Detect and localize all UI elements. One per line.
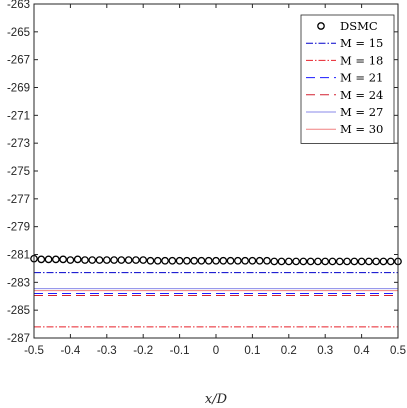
legend-label: M = 21 bbox=[340, 71, 383, 85]
legend-label: M = 30 bbox=[340, 122, 383, 136]
legend: DSMC M = 15 M = 18 M = 21 M = 24 M = 27 M = 30 bbox=[300, 14, 395, 144]
data-point bbox=[263, 256, 271, 265]
x-tick-label: 0.4 bbox=[354, 345, 371, 357]
x-tick-label: 0 bbox=[213, 345, 219, 357]
data-point bbox=[255, 256, 264, 265]
data-point bbox=[168, 256, 177, 265]
data-point bbox=[306, 257, 315, 266]
y-tick-label: -287 bbox=[7, 333, 30, 345]
x-tick-label: -0.3 bbox=[97, 345, 117, 357]
data-point bbox=[37, 255, 46, 264]
data-point bbox=[379, 257, 388, 266]
data-point bbox=[51, 255, 60, 264]
data-point bbox=[66, 256, 75, 264]
x-tick-label: -0.4 bbox=[60, 345, 80, 357]
data-point bbox=[102, 256, 111, 264]
data-point bbox=[350, 257, 359, 266]
y-tick-label: -265 bbox=[7, 27, 30, 39]
data-point bbox=[132, 256, 140, 264]
y-tick-label: -281 bbox=[7, 250, 30, 262]
data-point bbox=[277, 257, 286, 266]
legend-label: DSMC bbox=[340, 19, 378, 33]
legend-label: M = 18 bbox=[340, 53, 383, 67]
legend-box bbox=[300, 14, 395, 144]
data-point bbox=[81, 256, 89, 264]
x-tick-label: 0.3 bbox=[317, 345, 333, 357]
legend-label: M = 24 bbox=[340, 88, 383, 102]
x-tick-label: -0.5 bbox=[24, 345, 44, 357]
data-point bbox=[95, 256, 104, 264]
data-point bbox=[146, 256, 155, 265]
data-point bbox=[183, 256, 191, 265]
data-point bbox=[44, 255, 53, 264]
y-tick-label: -285 bbox=[7, 305, 30, 317]
data-point bbox=[117, 256, 126, 264]
y-tick-label: -273 bbox=[7, 138, 30, 150]
data-point bbox=[292, 257, 300, 266]
data-point bbox=[88, 256, 97, 264]
y-tick-label: -275 bbox=[7, 166, 30, 178]
y-tick-label: -279 bbox=[7, 222, 30, 234]
data-point bbox=[212, 256, 220, 265]
legend-label: M = 15 bbox=[340, 36, 383, 50]
data-point bbox=[321, 257, 330, 266]
y-tick-label: -263 bbox=[7, 0, 30, 11]
legend-marker bbox=[317, 22, 325, 30]
data-point bbox=[233, 256, 242, 265]
ticks-layer: -0.5 -0.4 -0.3 -0.2 -0.1 0 0.1 0.2 0.3 0.4 0.5 -263… bbox=[7, 0, 406, 357]
data-point bbox=[328, 257, 337, 266]
data-point bbox=[248, 256, 257, 265]
data-point bbox=[284, 257, 293, 266]
data-point bbox=[270, 257, 279, 266]
data-point bbox=[204, 256, 213, 265]
data-point bbox=[386, 257, 395, 266]
x-axis-label: x/D bbox=[205, 392, 228, 407]
data-point bbox=[372, 257, 381, 266]
data-point bbox=[219, 256, 228, 265]
data-point bbox=[343, 257, 351, 266]
data-point bbox=[357, 257, 366, 266]
data-point bbox=[110, 256, 118, 264]
data-point bbox=[226, 256, 235, 265]
data-point bbox=[139, 256, 148, 264]
data-point bbox=[161, 256, 169, 265]
y-tick-label: -267 bbox=[7, 55, 30, 67]
x-tick-label: -0.2 bbox=[133, 345, 153, 357]
series-layer bbox=[30, 254, 402, 328]
data-point bbox=[365, 257, 373, 266]
data-point bbox=[124, 256, 133, 264]
data-point bbox=[175, 256, 184, 265]
data-point bbox=[335, 257, 344, 266]
y-tick-label: -271 bbox=[7, 110, 30, 122]
data-point bbox=[197, 256, 206, 265]
y-tick-label: -283 bbox=[7, 277, 30, 289]
x-tick-label: 0.1 bbox=[244, 345, 260, 357]
x-tick-label: 0.5 bbox=[390, 345, 406, 357]
data-point bbox=[59, 255, 67, 264]
y-tick-label: -277 bbox=[7, 194, 30, 206]
y-tick-label: -269 bbox=[7, 83, 30, 95]
data-point bbox=[299, 257, 308, 266]
data-point bbox=[314, 257, 322, 266]
data-point bbox=[190, 256, 199, 265]
x-tick-label: -0.1 bbox=[170, 345, 190, 357]
x-tick-label: 0.2 bbox=[281, 345, 297, 357]
legend-label: M = 27 bbox=[340, 105, 383, 119]
data-point bbox=[153, 256, 162, 265]
data-point bbox=[73, 255, 82, 264]
data-point bbox=[241, 256, 249, 265]
